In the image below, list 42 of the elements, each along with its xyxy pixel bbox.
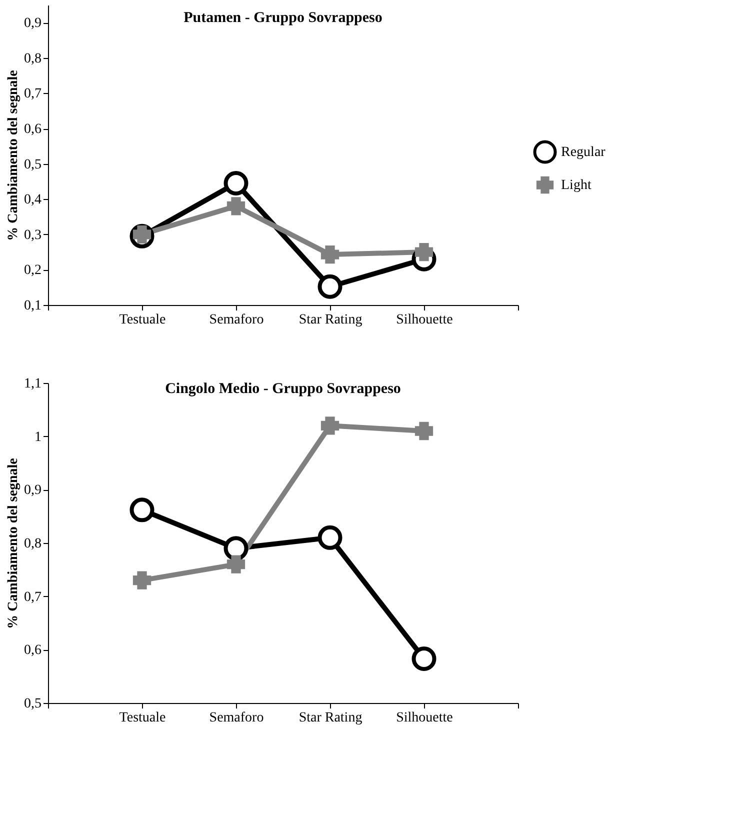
y-tick-label: 0,7	[24, 590, 42, 605]
x-tick-label: Semaforo	[209, 710, 264, 726]
y-tick-label: 0,5	[24, 157, 42, 172]
y-tick-label: 0,2	[24, 263, 42, 278]
y-tick-label: 0,8	[24, 536, 42, 552]
x-tick-label: Testuale	[119, 710, 166, 726]
chart-title: Cingolo Medio - Gruppo Sovrappeso	[165, 381, 401, 397]
y-tick-label: 0,8	[24, 51, 42, 66]
x-tick-label: Silhouette	[396, 710, 453, 726]
point	[318, 525, 342, 550]
y-tick-label: 1,1	[24, 376, 42, 392]
y-tick-label: 0,4	[24, 192, 42, 208]
point	[318, 274, 342, 299]
point	[226, 555, 246, 574]
y-tick-label: 0,6	[24, 643, 42, 658]
point	[226, 197, 246, 216]
y-tick-label: 0,3	[24, 228, 42, 243]
legend-label: Light	[561, 178, 592, 193]
x-tick-label: Silhouette	[396, 312, 453, 328]
y-tick-label: 1	[34, 430, 42, 445]
legend-label: Regular	[561, 145, 606, 160]
y-tick-label: 0,7	[24, 86, 42, 102]
point	[320, 416, 340, 435]
y-tick-label: 0,9	[24, 483, 42, 498]
point	[130, 498, 154, 522]
x-tick-label: Testuale	[119, 312, 166, 328]
point	[224, 171, 248, 196]
point	[320, 245, 340, 264]
y-tick-label: 0,1	[24, 298, 42, 314]
y-tick-label: 0,5	[24, 696, 42, 712]
point	[412, 646, 436, 671]
x-tick-label: Star Rating	[298, 312, 362, 328]
y-axis-title: % Cambiamento del segnale	[6, 458, 21, 629]
x-tick-label: Star Rating	[298, 710, 362, 726]
x-tick-label: Semaforo	[209, 312, 264, 328]
point	[414, 422, 434, 440]
point	[224, 536, 248, 561]
y-tick-label: 0,9	[24, 16, 42, 32]
point	[132, 571, 152, 590]
y-tick-label: 0,6	[24, 122, 42, 138]
chart-title: Putamen - Gruppo Sovrappeso	[184, 10, 382, 26]
y-axis-title: % Cambiamento del segnale	[6, 70, 21, 241]
